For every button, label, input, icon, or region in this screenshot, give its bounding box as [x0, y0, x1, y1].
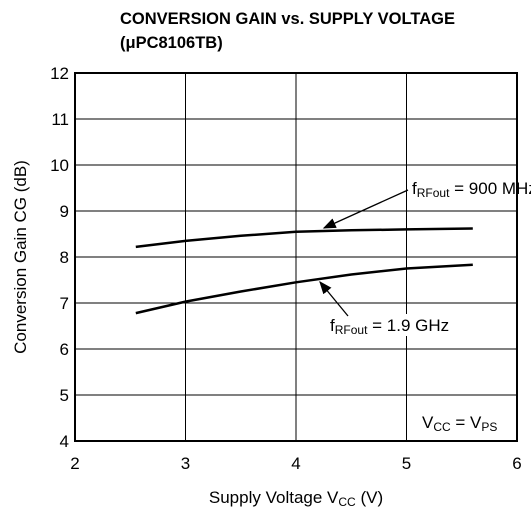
y-tick-label: 4 — [60, 432, 69, 451]
x-tick-label: 2 — [70, 454, 79, 473]
x-tick-label: 6 — [512, 454, 521, 473]
y-tick-label: 10 — [50, 156, 69, 175]
x-axis-label-sub: CC — [338, 495, 356, 509]
series-label-part: f — [412, 179, 417, 198]
y-tick-label: 7 — [60, 294, 69, 313]
chart-title: (μPC8106TB) — [120, 34, 223, 52]
series-label-part: = 900 MHz — [449, 179, 531, 198]
y-tick-label: 11 — [51, 110, 69, 129]
condition-label-part: V — [422, 413, 434, 432]
label-arrow — [322, 189, 409, 229]
label-arrow — [319, 280, 349, 317]
series-label-part: = 1.9 GHz — [367, 316, 449, 335]
label-bg — [410, 177, 502, 199]
chart-title: CONVERSION GAIN vs. SUPPLY VOLTAGE — [120, 10, 455, 28]
series-label: fRFout = 1.9 GHz — [330, 316, 449, 337]
y-axis-label: Conversion Gain CG (dB) — [11, 160, 30, 354]
x-axis-label-part: Supply Voltage V — [209, 488, 339, 507]
series-label: fRFout = 900 MHz — [412, 179, 531, 200]
plot-frame — [74, 72, 518, 442]
condition-label-part: = V — [451, 413, 482, 432]
condition-label: VCC = VPS — [422, 413, 497, 434]
y-tick-label: 5 — [60, 386, 69, 405]
y-tick-label: 9 — [60, 202, 69, 221]
y-tick-label: 6 — [60, 340, 69, 359]
y-tick-label: 8 — [60, 248, 69, 267]
series-label-sub: RFout — [335, 323, 368, 337]
y-axis-label-part: Conversion Gain CG (dB) — [11, 160, 30, 354]
x-tick-label: 4 — [291, 454, 300, 473]
x-tick-label: 3 — [181, 454, 190, 473]
series-line — [135, 227, 473, 249]
y-tick-label: 12 — [50, 64, 69, 83]
condition-label-sub: CC — [433, 420, 451, 434]
series-line — [135, 263, 473, 315]
label-bg — [328, 314, 420, 336]
condition-label-sub: PS — [481, 420, 497, 434]
series-label-part: f — [330, 316, 335, 335]
x-axis-label-part: (V) — [356, 488, 383, 507]
x-axis-label: Supply Voltage VCC (V) — [209, 488, 383, 509]
x-tick-label: 5 — [402, 454, 411, 473]
series-label-sub: RFout — [417, 186, 450, 200]
